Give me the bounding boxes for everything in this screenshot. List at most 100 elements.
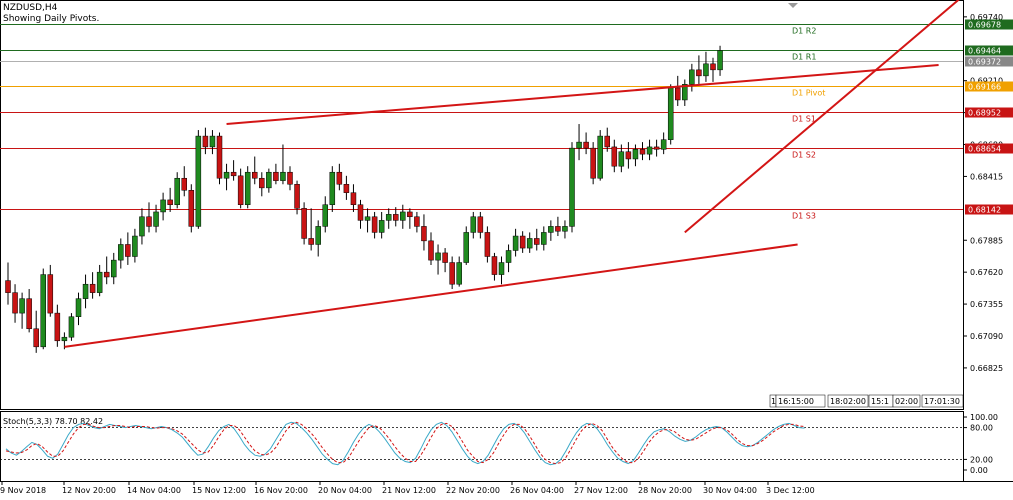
session-marker-box [921,394,964,408]
pivot-subtitle: Showing Daily Pivots. [3,14,100,24]
stoch-level-label: 80.00 [970,424,993,433]
bear-candle [477,216,484,233]
bull-candle [689,69,695,85]
bull-candle [19,298,25,314]
bull-candle [470,216,477,233]
bull-candle [139,216,145,237]
bear-candle [237,175,244,205]
bear-candle [555,226,561,232]
bear-candle [252,171,258,179]
pivot-price-label: 0.68654 [968,145,1001,154]
bear-candle [350,192,357,205]
bear-candle [357,204,364,221]
bear-candle [625,151,632,160]
session-marker-label: 17:01:30 [924,397,960,406]
bull-candle [618,151,625,167]
time-label: 12 Nov 20:00 [62,486,116,495]
bull-candle [548,226,554,233]
bear-candle [534,238,540,245]
bear-candle [696,69,702,77]
bull-candle [118,244,124,261]
time-label: 14 Nov 04:00 [127,486,181,495]
bear-candle [188,190,195,227]
time-label: 26 Nov 04:00 [510,486,564,495]
price-tick-label: 0.68415 [970,172,1003,181]
pivot-price-box [965,143,1013,154]
pivot-name-label: D1 R2 [792,27,816,36]
bear-candle [421,226,427,242]
chart-shift-marker [788,3,798,8]
bull-candle [703,63,709,77]
bear-candle [308,238,314,245]
bull-candle [463,232,469,263]
session-marker-box [827,394,869,408]
bull-candle [153,211,159,227]
session-marker-box [892,394,921,408]
bear-candle [167,199,173,205]
bear-candle [393,214,399,221]
bull-candle [505,250,512,263]
time-label: 16 Nov 20:00 [254,486,308,495]
bear-candle [611,146,618,167]
bear-candle [5,280,11,293]
bull-candle [111,259,117,278]
bear-candle [675,87,681,101]
pivot-price-box [965,107,1013,118]
bear-candle [89,283,96,293]
bull-candle [223,171,230,179]
bear-candle [583,141,589,149]
bear-candle [287,171,293,185]
bull-candle [632,149,639,160]
bid-price-label: 0.69372 [968,58,1001,67]
bull-candle [385,214,392,221]
bear-candle [371,216,378,233]
bull-candle [646,146,653,155]
bear-candle [336,171,343,185]
bull-candle [378,220,385,233]
price-tick-label: 0.67090 [970,332,1003,341]
pivot-name-label: D1 R1 [792,53,816,62]
bull-candle [61,336,68,342]
bull-candle [315,226,321,245]
price-tick-label: 0.69740 [970,13,1003,22]
stoch-plot-frame [0,411,964,482]
bear-candle [103,271,110,278]
bull-candle [717,50,723,71]
stoch-level-label: 100.00 [970,413,998,422]
price-tick-label: 0.67355 [970,300,1003,309]
session-prefix-label: 1 [771,397,776,406]
session-marker-label: 16:15:00 [778,397,814,406]
bear-candle [449,262,455,285]
bear-candle [33,328,39,348]
trendline [684,0,960,234]
pivot-price-label: 0.68952 [968,109,1001,118]
bull-candle [329,171,336,205]
bear-candle [519,235,526,249]
stoch-main-line [5,421,805,466]
bull-candle [75,298,82,317]
bull-candle [280,171,286,181]
pivot-name-label: D1 S2 [792,151,816,160]
pivot-price-label: 0.69678 [968,21,1001,30]
price-tick-label: 0.67885 [970,236,1003,245]
bear-candle [273,171,279,181]
bear-candle [47,274,54,314]
bear-candle [710,63,716,71]
bull-candle [322,204,328,227]
bear-candle [54,312,61,342]
trendline [64,243,798,348]
price-tick-label: 0.67620 [970,268,1003,277]
bear-candle [301,208,307,239]
bull-candle [667,87,674,140]
bull-candle [82,283,89,299]
symbol-title: NZDUSD,H4 [3,3,58,13]
time-label: 28 Nov 20:00 [638,486,692,495]
bull-candle [160,199,166,213]
trendline [226,64,939,126]
pivot-name-label: D1 S1 [792,115,816,124]
bear-candle [343,184,350,193]
bull-candle [266,171,272,189]
candles-group [5,45,723,353]
bull-candle [660,139,667,150]
